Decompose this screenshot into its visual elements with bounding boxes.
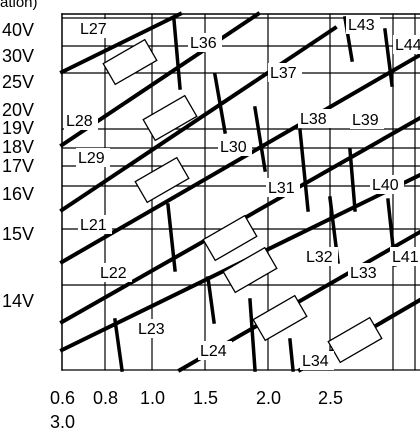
connector-segment xyxy=(252,105,268,173)
line-label-bg xyxy=(393,35,420,54)
y-tick-label: 20V xyxy=(2,100,34,120)
connector-segment xyxy=(248,298,257,372)
connector-segment xyxy=(348,148,357,212)
y-tick-label: 17V xyxy=(2,156,34,176)
x-tick-label: 2.0 xyxy=(256,388,281,408)
connector-segment xyxy=(212,72,228,135)
indicator-box xyxy=(134,156,190,204)
indicator-box xyxy=(252,294,308,342)
line-label: L41 xyxy=(392,249,419,266)
y-tick-label: 30V xyxy=(2,46,34,66)
line-label: L43 xyxy=(348,17,375,34)
line-label-bg xyxy=(218,137,252,156)
indicator-box xyxy=(142,94,198,142)
line-label: L21 xyxy=(80,217,107,234)
line-label-bg xyxy=(136,319,170,338)
x-tick-label-second-line: 3.0 xyxy=(50,412,75,432)
line-label-bg xyxy=(198,341,232,360)
line-label-bg xyxy=(304,247,338,266)
line-label: L38 xyxy=(300,111,327,128)
band-boundary-line xyxy=(59,52,420,265)
line-label: L23 xyxy=(138,321,165,338)
y-tick-label: 14V xyxy=(2,291,34,311)
line-label-bg xyxy=(64,111,98,130)
indicator-box xyxy=(202,214,258,262)
x-tick-label: 1.0 xyxy=(140,388,165,408)
x-tick-label: 2.5 xyxy=(318,388,343,408)
line-label: L32 xyxy=(306,249,333,266)
connector-segment xyxy=(298,128,310,212)
line-label-bg xyxy=(370,175,404,194)
line-label-bg xyxy=(346,15,380,34)
line-label: L39 xyxy=(352,112,379,129)
line-label: L40 xyxy=(372,177,399,194)
line-label-bg xyxy=(300,351,334,370)
line-label: L44 xyxy=(395,37,420,54)
line-label: L37 xyxy=(270,65,297,82)
connector-segment xyxy=(288,338,295,372)
line-label-bg xyxy=(76,148,110,167)
y-tick-label: 15V xyxy=(2,224,34,244)
line-label: L31 xyxy=(268,180,295,197)
line-label-bg xyxy=(268,63,302,82)
y-tick-label: 25V xyxy=(2,72,34,92)
line-label: L29 xyxy=(78,150,105,167)
indicator-box xyxy=(102,38,158,86)
y-tick-label: 16V xyxy=(2,184,34,204)
line-label: L27 xyxy=(80,21,107,38)
indicator-box xyxy=(327,316,383,364)
x-tick-label: 1.5 xyxy=(193,388,218,408)
line-label: L33 xyxy=(350,265,377,282)
band-boundary-line xyxy=(59,11,183,75)
line-label-bg xyxy=(78,215,112,234)
connector-segment xyxy=(113,318,124,372)
y-tick-label: 40V xyxy=(2,20,34,40)
line-label: L30 xyxy=(220,139,247,156)
line-label-bg xyxy=(78,19,112,38)
x-tick-label: 0.8 xyxy=(93,388,118,408)
line-label-bg xyxy=(390,247,420,266)
line-label-bg xyxy=(298,109,332,128)
line-label-bg xyxy=(98,263,132,282)
connector-segment xyxy=(166,203,177,272)
line-label: L22 xyxy=(100,265,127,282)
line-label-bg xyxy=(266,178,300,197)
line-label: L34 xyxy=(302,353,329,370)
line-label: L24 xyxy=(200,343,227,360)
line-label: L28 xyxy=(66,113,93,130)
line-label: L36 xyxy=(190,35,217,52)
indicator-box xyxy=(222,246,278,294)
band-boundary-line xyxy=(59,25,338,213)
line-label-bg xyxy=(350,110,384,129)
y-tick-label: 19V xyxy=(2,118,34,138)
connector-segment xyxy=(172,18,182,90)
x-tick-label: 0.6 xyxy=(50,388,75,408)
line-label-bg xyxy=(188,33,222,52)
connector-segment xyxy=(383,28,394,87)
y-tick-label: 18V xyxy=(2,137,34,157)
connector-segment xyxy=(206,276,216,324)
caption-fragment: ation) xyxy=(0,0,38,11)
line-label-bg xyxy=(348,263,382,282)
